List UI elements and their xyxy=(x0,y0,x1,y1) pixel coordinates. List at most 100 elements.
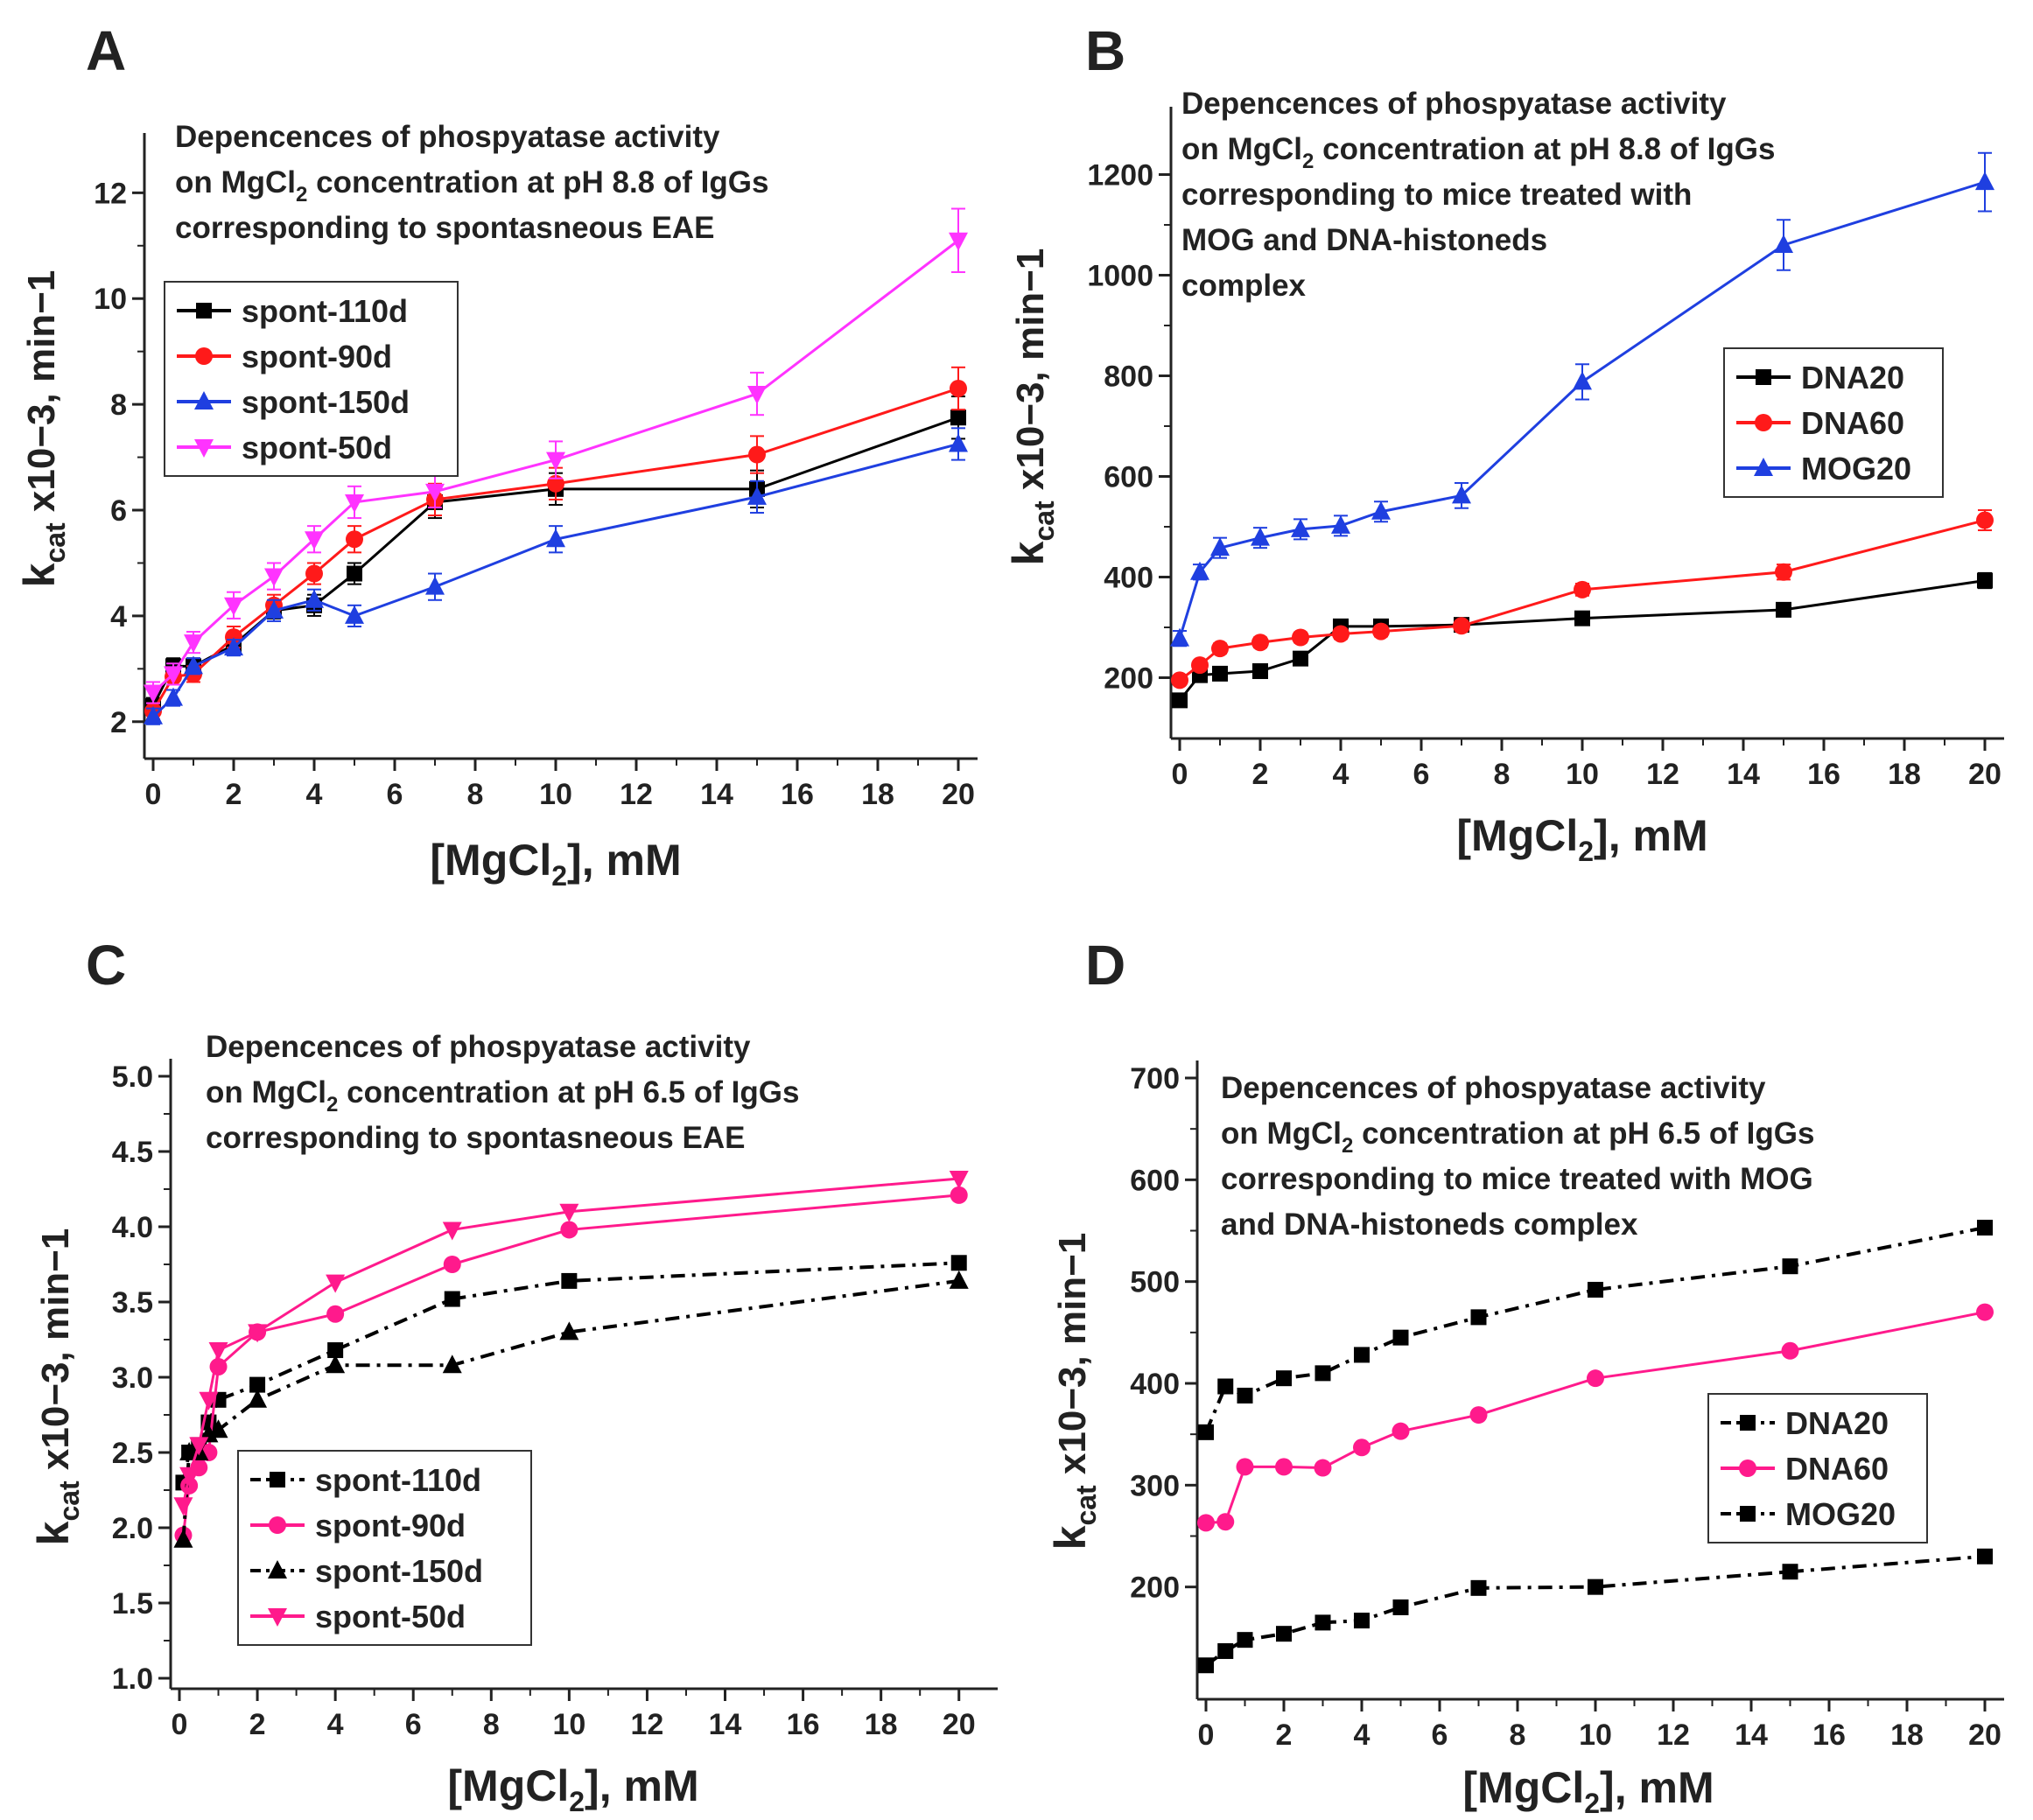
panel-a-y-tick-label: 2 xyxy=(110,706,127,739)
panel-a-point xyxy=(345,494,364,513)
panel-c-point xyxy=(326,1305,345,1323)
panel-c-x-tick-label: 14 xyxy=(709,1708,742,1741)
panel-b-legend-marker xyxy=(1755,414,1772,431)
panel-a-x-tick-label: 8 xyxy=(467,778,484,811)
panel-a-point xyxy=(264,599,284,619)
panel-a-point xyxy=(346,530,363,549)
panel-a-x-axis-label: [MgCl2], mM xyxy=(430,836,681,892)
panel-a-y-tick-label: 8 xyxy=(110,388,127,422)
panel-c-point xyxy=(442,1354,462,1374)
panel-d-point xyxy=(1392,1599,1409,1615)
panel-a-point xyxy=(224,637,243,656)
panel-c-x-tick-label: 10 xyxy=(552,1708,585,1741)
panel-a-point xyxy=(747,486,767,505)
panel-b-point xyxy=(1975,172,1994,191)
panel-a-y-axis-label: kcat x10−3, min−1 xyxy=(15,270,71,588)
panel-d-point xyxy=(1588,1578,1603,1595)
panel-a-letter: A xyxy=(86,19,126,82)
panel-a-legend-label: spont-90d xyxy=(242,339,392,374)
panel-b-point xyxy=(1977,572,1993,589)
panel-d-x-tick-label: 12 xyxy=(1657,1718,1690,1752)
panel-a: A 0 2 4 6 8 10 12 14 16 18 20 2 4 6 8 10 12 [MgCl2], mM kca… xyxy=(15,19,978,892)
panel-a-point xyxy=(425,483,445,502)
panel-d-point xyxy=(1782,1258,1798,1275)
panel-b-series-mog20 xyxy=(1170,151,1994,648)
panel-b-annotation-line: complex xyxy=(1181,269,1307,303)
panel-d-y-tick-label: 300 xyxy=(1130,1469,1180,1502)
panel-a-point xyxy=(949,433,968,452)
panel-d-point xyxy=(1236,1458,1254,1476)
panel-b-x-axis-label: [MgCl2], mM xyxy=(1456,811,1707,867)
panel-c-point xyxy=(442,1222,462,1241)
panel-d-point xyxy=(1353,1438,1371,1457)
panel-d-point xyxy=(1782,1564,1798,1580)
panel-d-x-tick-label: 16 xyxy=(1812,1718,1846,1752)
panel-b-point xyxy=(1291,518,1310,537)
panel-a-legend-marker xyxy=(196,303,212,318)
panel-c-annotation-line: Depencences of phospyatase activity xyxy=(206,1030,751,1064)
panel-c-legend-label: spont-90d xyxy=(315,1508,466,1544)
panel-c-letter: C xyxy=(86,934,126,997)
panel-c-y-tick-label: 5.0 xyxy=(112,1060,153,1094)
panel-a-point xyxy=(950,410,966,426)
panel-b-point xyxy=(1332,625,1349,643)
panel-c-point xyxy=(249,1376,266,1393)
panel-a-legend-label: spont-50d xyxy=(242,430,392,466)
panel-b-point xyxy=(1775,563,1792,581)
panel-c-legend-label: spont-110d xyxy=(315,1462,481,1498)
panel-a-point xyxy=(546,452,565,471)
panel-d-point xyxy=(1314,1614,1331,1631)
panel-a-x-tick-label: 10 xyxy=(539,778,572,811)
panel-b-point xyxy=(1171,671,1188,690)
panel-d-point xyxy=(1977,1548,1993,1564)
panel-a-point xyxy=(345,605,364,624)
panel-c-point xyxy=(326,1274,346,1293)
panel-c-point xyxy=(559,1203,579,1222)
panel-a-series-spont-150d xyxy=(144,427,968,725)
panel-b-x-tick-label: 8 xyxy=(1494,758,1511,791)
panel-d-x-tick-label: 18 xyxy=(1890,1718,1924,1752)
panel-d-point xyxy=(1198,1424,1214,1440)
panel-a-point xyxy=(184,655,203,675)
panel-d-annotation-line: and DNA-histoneds complex xyxy=(1221,1208,1638,1242)
panel-a-series-spont-50d xyxy=(144,207,968,704)
panel-d-point xyxy=(1469,1406,1488,1424)
panel-b-point xyxy=(1372,622,1390,640)
panel-c-series-spont-90d xyxy=(174,1186,968,1544)
panel-b-point xyxy=(1251,527,1270,546)
panel-d-point xyxy=(1314,1459,1332,1477)
panel-c-y-tick-label: 2.5 xyxy=(112,1437,153,1470)
panel-c-x-tick-label: 6 xyxy=(405,1708,422,1741)
panel-c-point xyxy=(326,1354,346,1374)
panel-d-x-tick-label: 0 xyxy=(1198,1718,1215,1752)
panel-d-series-dna60 xyxy=(1197,1303,1994,1532)
panel-d-point xyxy=(1216,1513,1235,1531)
panel-c-point xyxy=(327,1342,344,1359)
panel-d-x-tick-label: 6 xyxy=(1432,1718,1448,1752)
panel-a-point xyxy=(144,684,163,704)
panel-d-annotation-line: Depencences of phospyatase activity xyxy=(1221,1071,1766,1105)
panel-a-point xyxy=(950,379,967,397)
panel-a-point xyxy=(225,628,242,647)
panel-d-point xyxy=(1197,1514,1215,1532)
panel-b-point xyxy=(1371,500,1391,520)
panel-c-x-tick-label: 20 xyxy=(943,1708,976,1741)
panel-c-point xyxy=(179,1466,200,1486)
panel-c-x-tick-label: 4 xyxy=(327,1708,344,1741)
panel-d-legend-label: DNA20 xyxy=(1785,1405,1889,1441)
panel-b-legend-marker xyxy=(1754,458,1773,476)
panel-b: B 0 2 4 6 8 10 12 14 16 18 20 200 400 600 800 1000 1200 [M… xyxy=(1004,19,2004,867)
panel-a-point xyxy=(305,589,324,608)
panel-b-point xyxy=(1190,561,1209,580)
panel-a-x-tick-label: 0 xyxy=(145,778,162,811)
panel-c-legend-marker xyxy=(268,1560,287,1578)
panel-d-y-tick-label: 600 xyxy=(1130,1164,1180,1197)
panel-c-x-tick-label: 2 xyxy=(249,1708,266,1741)
panel-c-y-tick-label: 1.5 xyxy=(112,1587,153,1620)
panel-c-legend-marker xyxy=(270,1472,285,1488)
panel-c-point xyxy=(444,1291,460,1307)
panel-c-y-tick-label: 4.0 xyxy=(112,1211,153,1244)
panel-d-x-tick-label: 14 xyxy=(1735,1718,1768,1752)
panel-b-point xyxy=(1453,617,1470,635)
panel-b-point xyxy=(1210,537,1230,556)
